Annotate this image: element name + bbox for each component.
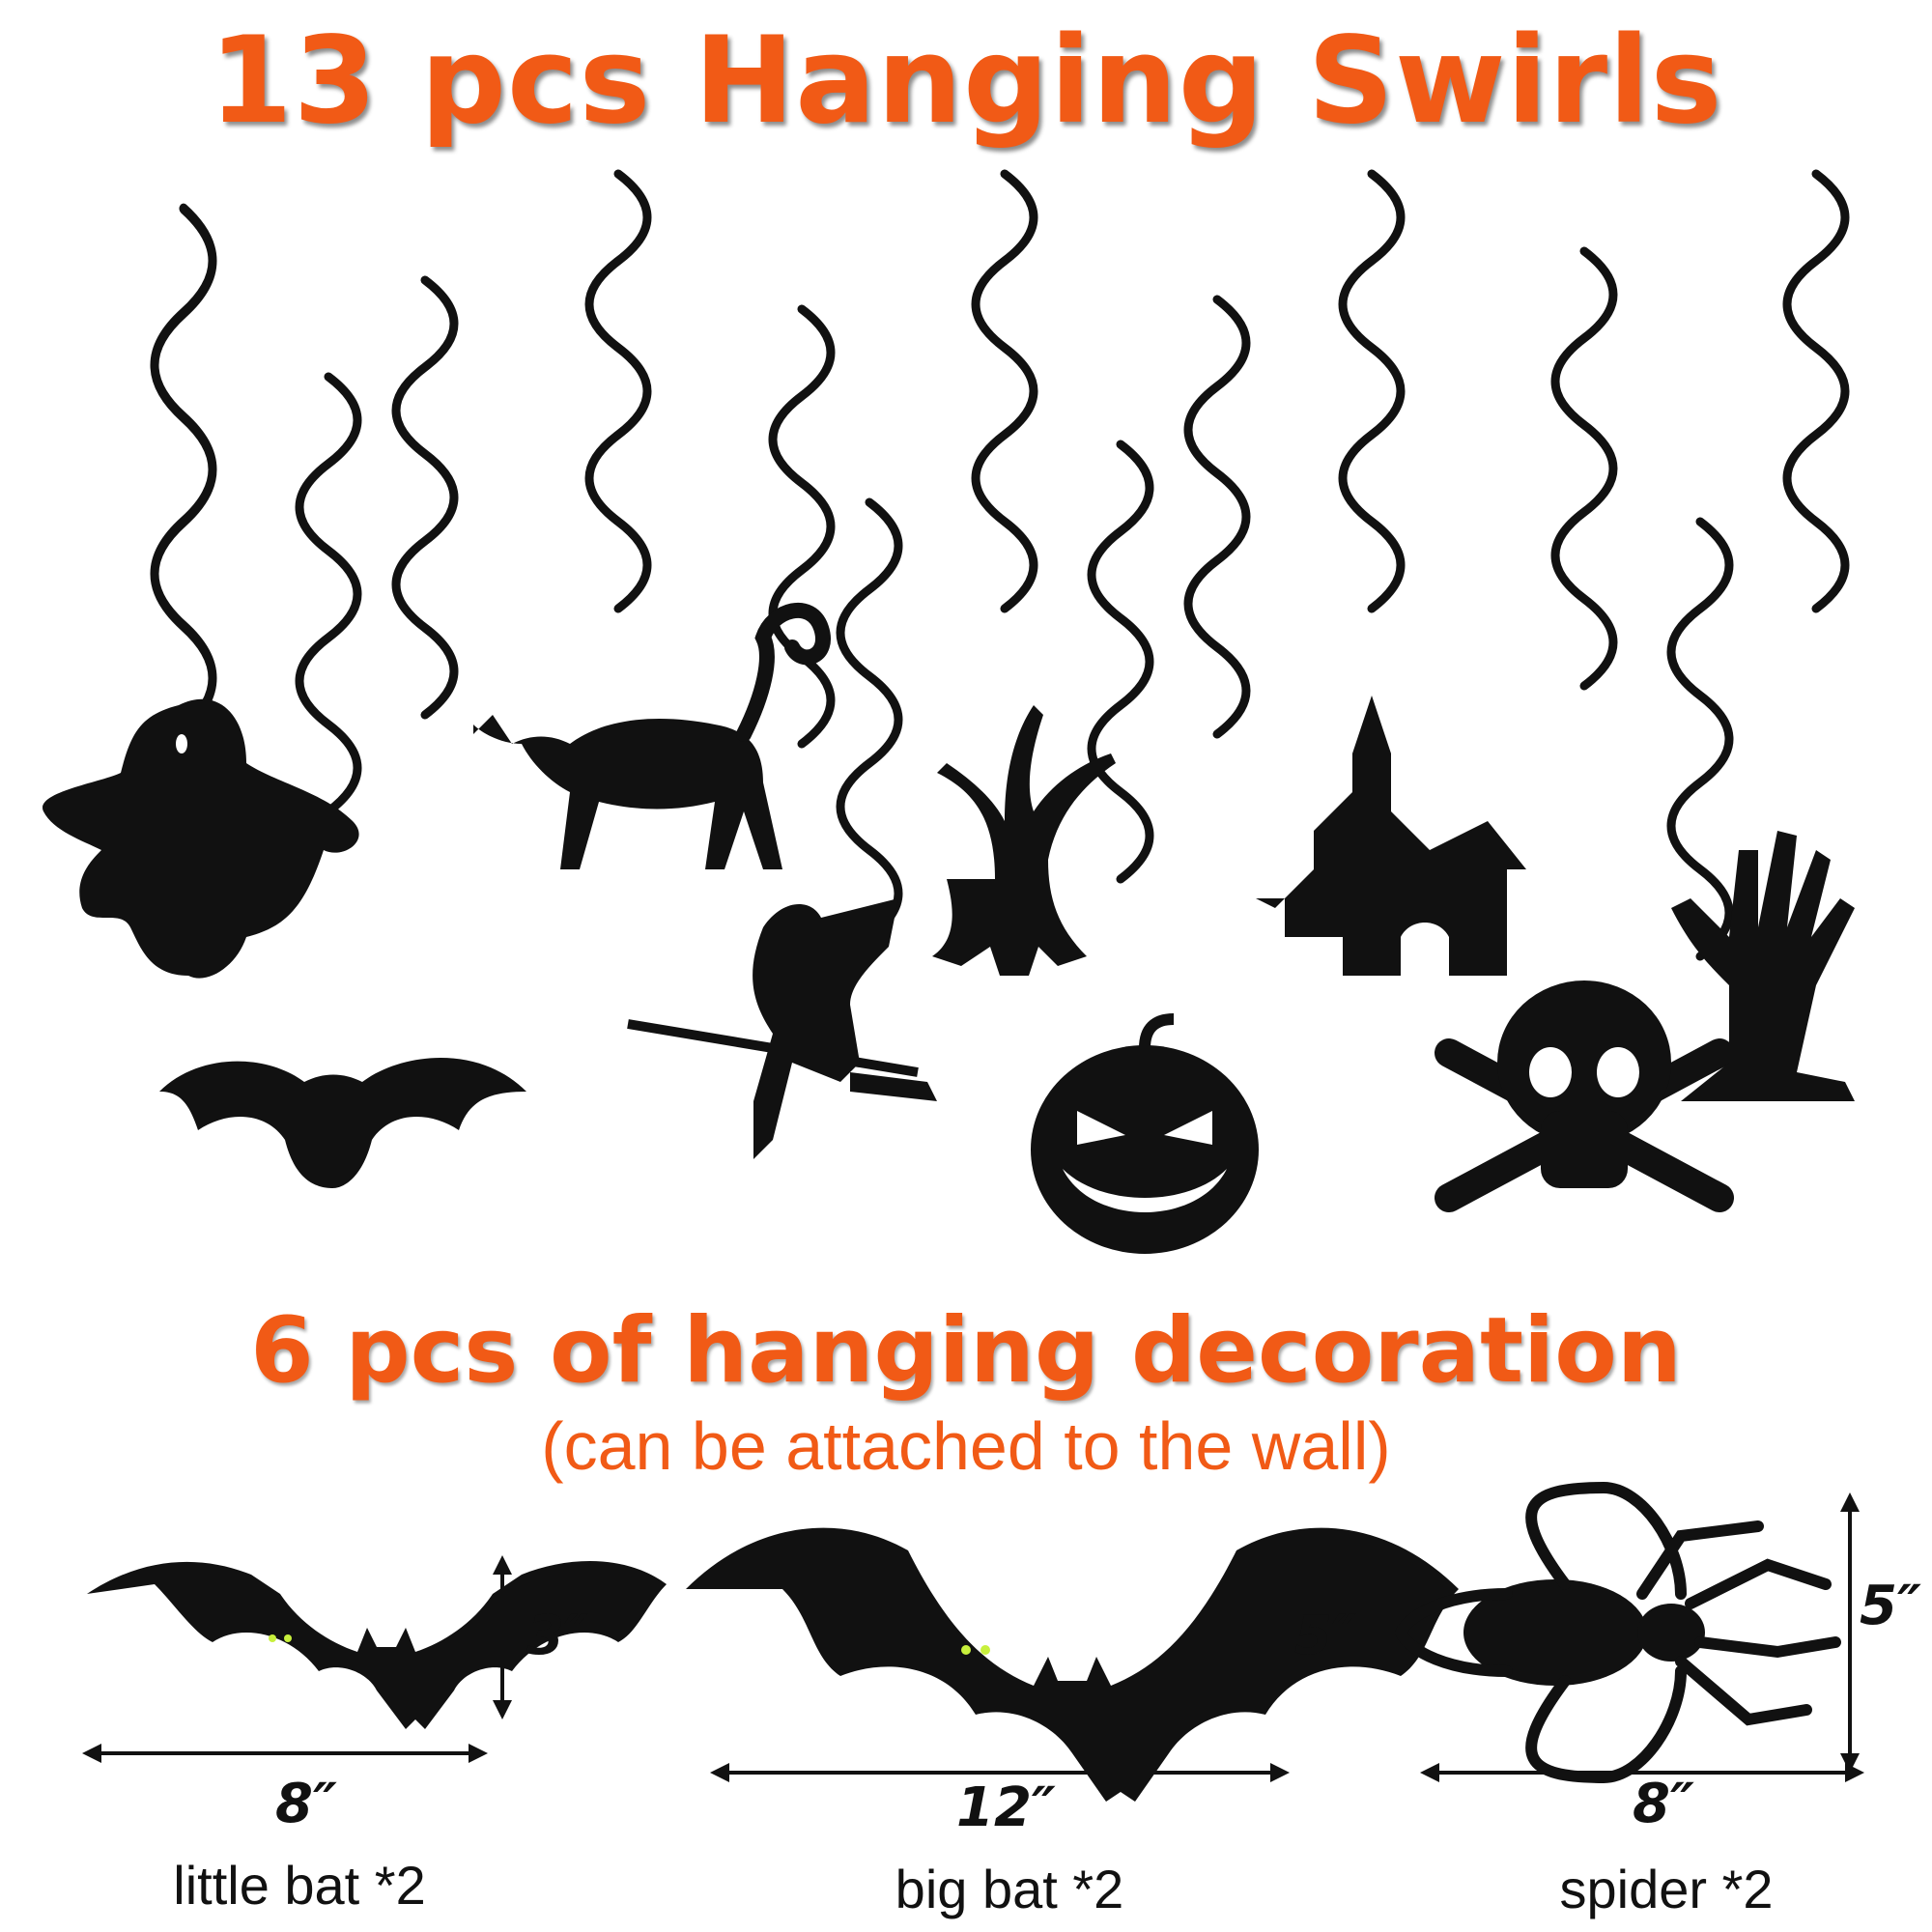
- spider-icon: [1395, 1481, 1841, 1784]
- spider-height: 5″: [1860, 1575, 1921, 1637]
- decorations-title: 6 pcs of hanging decoration: [250, 1298, 1682, 1404]
- witch-icon: [627, 898, 937, 1159]
- bat-icon: [159, 1058, 526, 1188]
- skull-icon: [1435, 980, 1734, 1212]
- spider-width: 8″: [1633, 1773, 1694, 1835]
- little-bat-width: 8″: [275, 1773, 337, 1835]
- page-title: 13 pcs Hanging Swirls: [209, 12, 1723, 151]
- pumpkin-icon: [1031, 1013, 1259, 1254]
- big-bat-label: big bat *2: [895, 1859, 1124, 1919]
- spider-label: spider *2: [1559, 1859, 1774, 1919]
- big-bat-height: 5″: [1294, 1605, 1356, 1667]
- tree-icon: [932, 705, 1116, 976]
- little-bat-label: little bat *2: [173, 1855, 426, 1916]
- little-bat-height: 3″: [526, 1605, 588, 1667]
- house-icon: [1256, 696, 1526, 976]
- ghost-icon: [43, 698, 359, 979]
- hand-icon: [1671, 831, 1855, 1101]
- decorations-note: (can be attached to the wall): [541, 1408, 1391, 1484]
- swirls-illustration: [43, 0, 1855, 1254]
- big-bat-width: 12″: [956, 1776, 1056, 1839]
- cat-icon: [473, 603, 831, 869]
